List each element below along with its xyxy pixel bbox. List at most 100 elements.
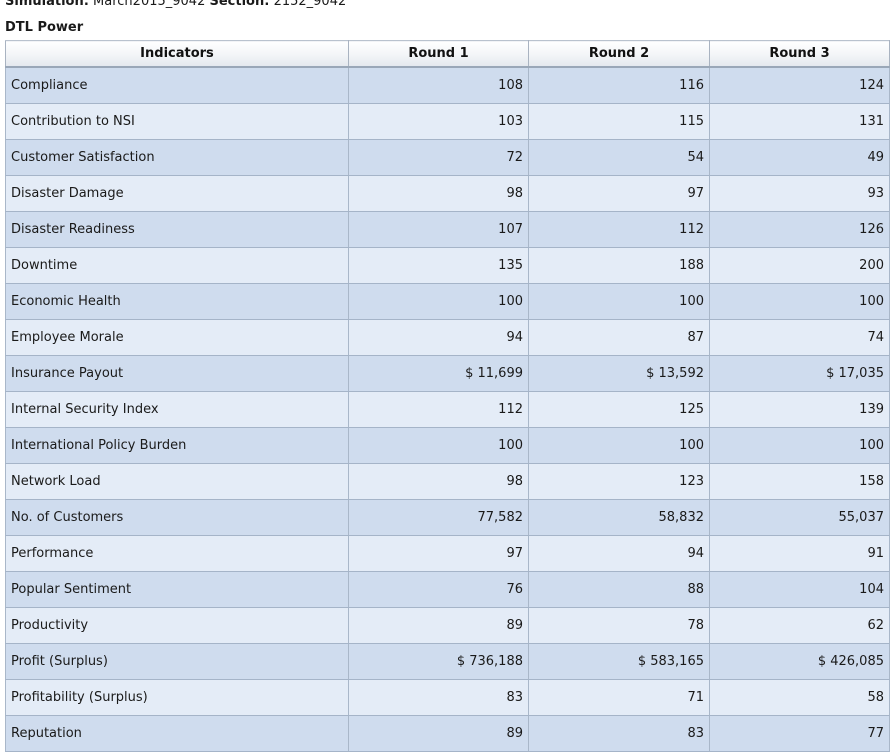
column-header-round-3[interactable]: Round 3: [709, 40, 890, 68]
round-3-value-cell: 49: [709, 139, 890, 176]
table-row: Economic Health 100 100 100: [5, 283, 890, 320]
indicator-name-cell: Profit (Surplus): [5, 643, 349, 680]
round-1-value-cell: 89: [348, 715, 529, 752]
indicator-name-cell: Insurance Payout: [5, 355, 349, 392]
simulation-info: Simulation: March2015_9042 Section: 2152…: [5, 0, 346, 10]
indicator-name-cell: Contribution to NSI: [5, 103, 349, 140]
round-1-value-cell: 98: [348, 463, 529, 500]
round-2-value-cell: 100: [528, 283, 710, 320]
round-3-value-cell: 100: [709, 427, 890, 464]
table-body: Compliance 108 116 124 Contribution to NSI 10…: [5, 67, 890, 752]
round-2-value-cell: 88: [528, 571, 710, 608]
round-2-value-cell: 115: [528, 103, 710, 140]
round-2-value-cell: 100: [528, 427, 710, 464]
round-3-value-cell: 93: [709, 175, 890, 212]
round-1-value-cell: 94: [348, 319, 529, 356]
section-label: Section:: [209, 0, 270, 9]
round-3-value-cell: 126: [709, 211, 890, 248]
table-row: Performance 97 94 91: [5, 535, 890, 572]
round-1-value-cell: 97: [348, 535, 529, 572]
table-row: Internal Security Index 112 125 139: [5, 391, 890, 428]
round-2-value-cell: 116: [528, 67, 710, 104]
table-row: Contribution to NSI 103 115 131: [5, 103, 890, 140]
round-3-value-cell: 58: [709, 679, 890, 716]
indicator-name-cell: Disaster Damage: [5, 175, 349, 212]
round-2-value-cell: 78: [528, 607, 710, 644]
column-header-indicators[interactable]: Indicators: [5, 40, 349, 68]
round-1-value-cell: 76: [348, 571, 529, 608]
round-2-value-cell: 125: [528, 391, 710, 428]
table-row: No. of Customers 77,582 58,832 55,037: [5, 499, 890, 536]
indicator-name-cell: Disaster Readiness: [5, 211, 349, 248]
indicator-name-cell: Compliance: [5, 67, 349, 104]
round-3-value-cell: 158: [709, 463, 890, 500]
table-row: Insurance Payout $ 11,699 $ 13,592 $ 17,035: [5, 355, 890, 392]
table-row: Profit (Surplus) $ 736,188 $ 583,165 $ 426,…: [5, 643, 890, 680]
table-row: Disaster Readiness 107 112 126: [5, 211, 890, 248]
round-3-value-cell: 131: [709, 103, 890, 140]
indicator-name-cell: Economic Health: [5, 283, 349, 320]
table-row: Disaster Damage 98 97 93: [5, 175, 890, 212]
round-1-value-cell: 89: [348, 607, 529, 644]
round-1-value-cell: $ 736,188: [348, 643, 529, 680]
round-3-value-cell: 74: [709, 319, 890, 356]
indicator-name-cell: International Policy Burden: [5, 427, 349, 464]
table-row: Compliance 108 116 124: [5, 67, 890, 104]
simulation-value: March2015_9042: [93, 0, 206, 9]
indicator-name-cell: Customer Satisfaction: [5, 139, 349, 176]
indicator-name-cell: Reputation: [5, 715, 349, 752]
round-2-value-cell: 54: [528, 139, 710, 176]
table-row: Employee Morale 94 87 74: [5, 319, 890, 356]
company-title: DTL Power: [5, 20, 84, 35]
round-1-value-cell: 77,582: [348, 499, 529, 536]
round-3-value-cell: 62: [709, 607, 890, 644]
round-3-value-cell: $ 426,085: [709, 643, 890, 680]
round-3-value-cell: 200: [709, 247, 890, 284]
round-1-value-cell: 100: [348, 427, 529, 464]
round-3-value-cell: 77: [709, 715, 890, 752]
round-2-value-cell: 87: [528, 319, 710, 356]
indicator-name-cell: Profitability (Surplus): [5, 679, 349, 716]
table-row: Reputation 89 83 77: [5, 715, 890, 752]
round-3-value-cell: 104: [709, 571, 890, 608]
column-header-round-2[interactable]: Round 2: [528, 40, 710, 68]
indicators-table: Indicators Round 1 Round 2 Round 3 Compl…: [5, 40, 890, 752]
indicator-name-cell: Employee Morale: [5, 319, 349, 356]
round-3-value-cell: 55,037: [709, 499, 890, 536]
round-2-value-cell: 188: [528, 247, 710, 284]
round-3-value-cell: 100: [709, 283, 890, 320]
round-1-value-cell: 108: [348, 67, 529, 104]
table-row: Downtime 135 188 200: [5, 247, 890, 284]
table-row: Productivity 89 78 62: [5, 607, 890, 644]
table-row: International Policy Burden 100 100 100: [5, 427, 890, 464]
round-1-value-cell: 112: [348, 391, 529, 428]
table-row: Network Load 98 123 158: [5, 463, 890, 500]
column-header-round-1[interactable]: Round 1: [348, 40, 529, 68]
round-1-value-cell: 72: [348, 139, 529, 176]
round-1-value-cell: 107: [348, 211, 529, 248]
indicator-name-cell: Productivity: [5, 607, 349, 644]
table-row: Profitability (Surplus) 83 71 58: [5, 679, 890, 716]
table-row: Popular Sentiment 76 88 104: [5, 571, 890, 608]
round-2-value-cell: 71: [528, 679, 710, 716]
round-1-value-cell: $ 11,699: [348, 355, 529, 392]
indicator-name-cell: Network Load: [5, 463, 349, 500]
round-2-value-cell: 58,832: [528, 499, 710, 536]
round-3-value-cell: 91: [709, 535, 890, 572]
round-3-value-cell: $ 17,035: [709, 355, 890, 392]
round-2-value-cell: 94: [528, 535, 710, 572]
indicator-name-cell: Popular Sentiment: [5, 571, 349, 608]
round-2-value-cell: 83: [528, 715, 710, 752]
round-1-value-cell: 103: [348, 103, 529, 140]
round-1-value-cell: 135: [348, 247, 529, 284]
round-1-value-cell: 100: [348, 283, 529, 320]
indicator-name-cell: Performance: [5, 535, 349, 572]
indicator-name-cell: Downtime: [5, 247, 349, 284]
simulation-label: Simulation:: [5, 0, 89, 9]
round-2-value-cell: 112: [528, 211, 710, 248]
round-2-value-cell: 97: [528, 175, 710, 212]
round-1-value-cell: 83: [348, 679, 529, 716]
round-2-value-cell: $ 13,592: [528, 355, 710, 392]
round-3-value-cell: 124: [709, 67, 890, 104]
